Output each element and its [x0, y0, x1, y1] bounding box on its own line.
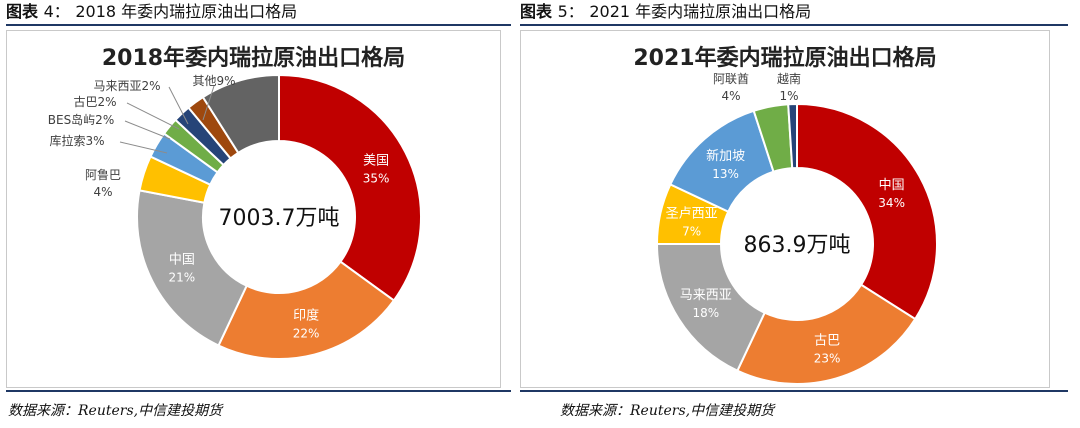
figure-5-source: 数据来源：Reuters,中信建投期货 — [560, 403, 775, 419]
slice-value-label: 4% — [93, 185, 112, 199]
slice-name-label: 古巴 — [814, 334, 840, 349]
figure-5-caption-text: 2021 年委内瑞拉原油出口格局 — [589, 2, 812, 21]
figure-4-top-rule — [6, 24, 511, 26]
slice-2018-0 — [278, 73, 422, 302]
slice-value-label: 34% — [878, 196, 905, 210]
figure-5-label: 图表 — [520, 2, 553, 21]
slice-2021-2 — [655, 243, 766, 373]
figure-5-caption: 图表 5： 2021 年委内瑞拉原油出口格局 — [520, 0, 811, 24]
slice-name-label: 阿鲁巴 — [85, 168, 121, 182]
leader-line — [126, 102, 180, 130]
slice-label: 其他9% — [192, 74, 235, 88]
slice-value-label: 35% — [363, 172, 390, 186]
slice-2018-2 — [136, 189, 248, 347]
slice-name-label: 越南 — [777, 71, 801, 86]
slice-2021-0 — [796, 102, 938, 321]
figure-4-source: 数据来源：Reuters,中信建投期货 — [8, 403, 223, 419]
slice-name-label: 中国 — [169, 252, 195, 267]
slice-value-label: 21% — [169, 270, 196, 284]
slice-value-label: 18% — [692, 306, 719, 320]
chart-title: 2021年委内瑞拉原油出口格局 — [633, 45, 936, 71]
figure-5-top-rule — [520, 24, 1068, 26]
slice-label: 库拉索3% — [49, 133, 104, 148]
slice-2018-8 — [201, 73, 280, 155]
slice-2018-1 — [217, 260, 396, 360]
leader-line — [124, 120, 171, 140]
slice-value-label: 22% — [293, 327, 320, 341]
slice-name-label: 美国 — [363, 154, 389, 169]
slice-value-label: 23% — [814, 352, 841, 366]
center-total-label: 863.9万吨 — [744, 233, 851, 258]
chart-title: 2018年委内瑞拉原油出口格局 — [102, 45, 405, 71]
figure-4: 图表 4： 2018 年委内瑞拉原油出口格局 2018年委内瑞拉原油出口格局美国… — [6, 0, 511, 392]
slice-name-label: 中国 — [879, 178, 905, 193]
slice-name-label: 印度 — [293, 308, 319, 324]
slice-2021-6 — [787, 102, 798, 170]
center-total-label: 7003.7万吨 — [219, 206, 340, 231]
figure-5: 图表 5： 2021 年委内瑞拉原油出口格局 2021年委内瑞拉原油出口格局中国… — [520, 0, 1068, 392]
slice-2021-1 — [736, 283, 917, 385]
slice-name-label: 新加坡 — [706, 148, 745, 164]
slice-label: 古巴2% — [73, 94, 116, 109]
figure-4-caption-text: 2018 年委内瑞拉原油出口格局 — [75, 2, 298, 21]
slice-value-label: 4% — [721, 89, 740, 103]
slice-value-label: 7% — [682, 224, 701, 238]
figure-4-number: 4： — [43, 2, 70, 21]
figure-4-caption: 图表 4： 2018 年委内瑞拉原油出口格局 — [6, 0, 297, 24]
slice-name-label: 阿联酋 — [713, 71, 749, 86]
figure-5-chart-area: 2021年委内瑞拉原油出口格局中国 34% 古巴 23% 马来西亚 18% 圣卢西亚 7% 新加… — [520, 30, 1050, 388]
figure-4-bottom-rule — [6, 390, 511, 392]
slice-value-label: 1% — [779, 89, 798, 103]
slice-value-label: 13% — [712, 167, 739, 181]
figure-4-label: 图表 — [6, 2, 39, 21]
leader-line — [168, 86, 189, 125]
slice-label: BES岛屿2% — [48, 112, 114, 127]
slice-label: 马来西亚2% — [93, 79, 160, 93]
slice-name-label: 圣卢西亚 — [666, 205, 718, 221]
leader-line — [202, 85, 215, 121]
slice-name-label: 马来西亚 — [680, 288, 732, 303]
figure-4-chart-area: 2018年委内瑞拉原油出口格局美国 35% 印度 22% 中国 21% 阿鲁巴 4% 库拉索3%… — [6, 30, 501, 388]
figure-5-bottom-rule — [520, 390, 1068, 392]
leader-line — [119, 141, 168, 154]
figure-5-number: 5： — [557, 2, 584, 21]
